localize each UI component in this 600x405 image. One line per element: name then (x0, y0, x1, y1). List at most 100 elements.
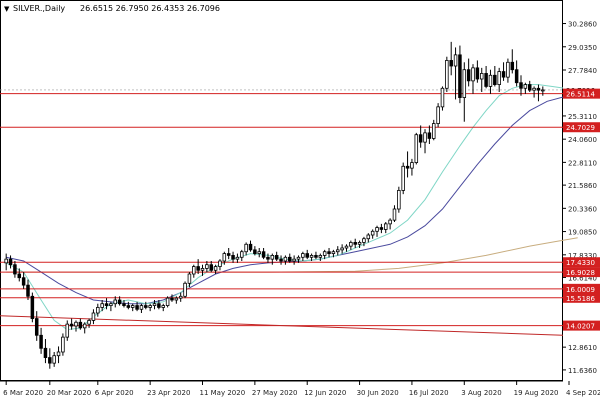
price-tick-label: 27.7840 (568, 67, 597, 75)
price-tag-bg (563, 267, 600, 278)
candle-body (514, 69, 519, 84)
candle-body (218, 260, 222, 267)
candle-body (449, 60, 453, 67)
candle-body (148, 305, 152, 308)
candle-body (375, 227, 379, 232)
price-tag-bg (563, 88, 600, 99)
price-tag-label: 16.0009 (566, 286, 595, 294)
candle-body (458, 54, 462, 98)
time-tick-label: 11 May 2020 (200, 389, 246, 397)
candle-body (213, 266, 218, 271)
candle-body (244, 243, 248, 253)
candle-body (401, 165, 405, 191)
candle-body (536, 87, 541, 91)
candle-body (21, 277, 26, 286)
candle-body (344, 245, 349, 249)
candle-body (475, 67, 480, 80)
candle-body (353, 242, 357, 245)
candle-body (392, 208, 397, 221)
time-tick-label: 19 Aug 2020 (514, 389, 559, 397)
candle-body (410, 162, 414, 169)
candle-body (501, 71, 506, 78)
price-tag-label: 14.0207 (566, 323, 595, 331)
candle-body (288, 256, 292, 262)
header-triangle-icon: ▼ (4, 5, 10, 13)
candle-body (479, 73, 484, 80)
candle-body (117, 299, 122, 305)
candle-body (388, 219, 392, 225)
candle-body (109, 303, 113, 306)
time-tick-label: 6 Mar 2020 (3, 389, 43, 397)
price-tag-bg (563, 283, 600, 294)
candle-body (331, 251, 336, 254)
candle-body (270, 255, 275, 260)
candle-body (440, 87, 445, 108)
candle-body (130, 305, 135, 308)
candle-body (78, 321, 83, 329)
candle-body (74, 321, 78, 327)
candle-body (174, 297, 179, 301)
candle-body (152, 303, 157, 306)
candle-body (13, 264, 17, 275)
candle-body (488, 74, 493, 87)
time-tick-label: 6 Apr 2020 (95, 389, 134, 397)
symbol-label: SILVER.,Daily (13, 4, 65, 13)
candle-body (135, 305, 139, 310)
candle-body (296, 256, 301, 260)
price-tick-label: 25.3110 (568, 113, 597, 121)
candle-body (139, 305, 144, 310)
candle-body (257, 251, 261, 254)
candle-body (17, 273, 22, 279)
candle-body (362, 238, 366, 243)
candle-body (466, 69, 471, 82)
candle-body (91, 312, 96, 321)
candle-body (126, 305, 131, 308)
candle-body (484, 73, 488, 87)
price-tick-label: 16.6140 (568, 274, 597, 282)
candle-body (431, 123, 436, 139)
candle-body (379, 227, 384, 230)
candle-body (541, 89, 545, 92)
time-tick-label: 30 Jun 2020 (357, 389, 399, 397)
candle-body (87, 320, 91, 325)
candle-body (336, 249, 340, 253)
ohlc-values: 26.6515 26.7950 26.4353 26.7096 (80, 4, 220, 13)
price-tag-bg (563, 122, 600, 133)
candle-body (370, 230, 375, 236)
price-tag-bg (563, 320, 600, 331)
candle-body (445, 60, 449, 89)
price-tick-label: 11.6360 (568, 367, 597, 375)
time-tick-label: 20 Mar 2020 (47, 389, 91, 397)
candle-body (113, 299, 118, 305)
candle-body (235, 256, 240, 260)
price-tag-label: 26.5114 (566, 91, 595, 99)
price-tick-label: 22.8110 (568, 159, 597, 167)
time-tick-label: 23 Apr 2020 (147, 389, 190, 397)
price-tag-label: 15.5186 (566, 295, 595, 303)
candle-body (471, 67, 475, 82)
candle-body (222, 253, 227, 262)
candle-body (405, 165, 410, 169)
price-tag-bg (563, 292, 600, 303)
candle-body (209, 264, 213, 271)
candle-body (414, 134, 419, 163)
candle-body (349, 242, 353, 247)
candle-body (248, 243, 253, 251)
candle-body (266, 256, 270, 260)
candle-body (436, 106, 440, 124)
price-tag-label: 16.9028 (566, 269, 595, 277)
candle-body (200, 268, 205, 271)
candle-body (69, 323, 74, 327)
candle-body (48, 357, 52, 364)
candle-body (322, 251, 327, 256)
time-axis: 6 Mar 2020 20 Mar 2020 6 Apr 2020 23 Apr 20… (3, 381, 600, 397)
candle-body (427, 132, 432, 139)
price-tick-label: 20.3360 (568, 205, 597, 213)
time-tick-label: 16 Jul 2020 (409, 389, 449, 397)
candle-body (453, 54, 458, 67)
candle-body (510, 61, 515, 71)
candle-body (519, 82, 523, 89)
candles (4, 41, 545, 369)
candle-body (366, 234, 371, 240)
